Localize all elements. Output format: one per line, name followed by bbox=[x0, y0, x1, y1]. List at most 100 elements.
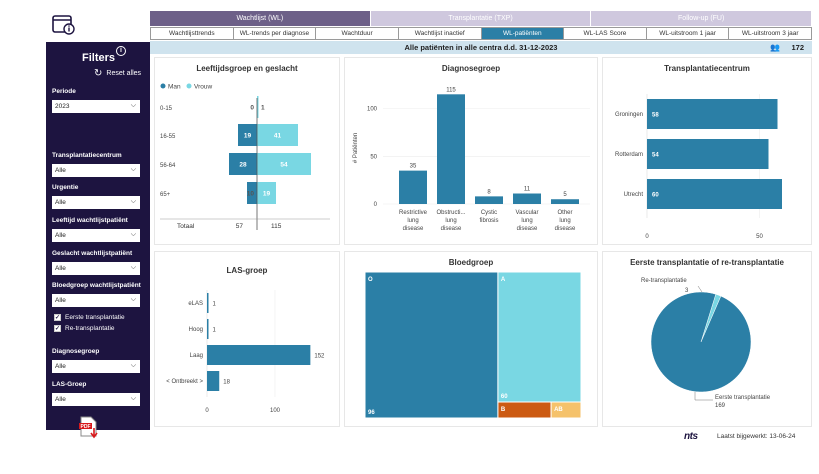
data-label-diagnose: 35 bbox=[410, 164, 417, 170]
age-category-label: 65+ bbox=[160, 192, 171, 198]
x-tick-label: lung bbox=[407, 218, 418, 224]
chart-bloedgroep: O 96 A 60 B AB bbox=[364, 271, 582, 419]
filter-select-leeftijd[interactable]: Alle ⌵ bbox=[52, 229, 140, 242]
bar-las bbox=[207, 345, 311, 365]
bar-las bbox=[207, 371, 220, 391]
y-tick-label: 100 bbox=[367, 107, 378, 113]
x-tick-label: disease bbox=[555, 226, 576, 232]
bar-vrouw bbox=[257, 124, 298, 146]
chart-diagnosegroep: # Patiënten 0 50 100 35 Restrictive lung diseas… bbox=[353, 87, 590, 232]
y-tick-label: < Ontbreekt > bbox=[166, 379, 203, 385]
tab-wl-uitstroom-1-jaar[interactable]: WL-uitstroom 1 jaar bbox=[646, 27, 730, 40]
pie-slice bbox=[650, 291, 752, 393]
tab-wachtlijsttrends[interactable]: Wachtlijsttrends bbox=[150, 27, 234, 40]
x-tick-label: lung bbox=[445, 218, 456, 224]
data-label-las: 18 bbox=[223, 380, 230, 386]
y-tick-label: Hoog bbox=[189, 327, 203, 333]
totals-vrouw: 115 bbox=[271, 223, 282, 230]
reset-all-button[interactable]: ↻ Reset alles bbox=[94, 68, 141, 79]
y-tick-label: 0 bbox=[374, 202, 378, 208]
tab-wl-las-score[interactable]: WL-LAS Score bbox=[564, 27, 647, 40]
tab-group-wachtlijst[interactable]: Wachtlijst (WL) bbox=[150, 11, 371, 26]
data-label-diagnose: 5 bbox=[563, 192, 567, 198]
pie-label-re-transplantatie: Re-transplantatie bbox=[641, 278, 687, 284]
svg-text:PDF: PDF bbox=[81, 424, 91, 430]
treemap-label-a: A bbox=[501, 277, 506, 283]
age-category-label: 16-55 bbox=[160, 134, 176, 140]
data-label-man: 10 bbox=[247, 191, 255, 198]
data-label-man: 28 bbox=[239, 162, 247, 169]
bar-man bbox=[229, 153, 257, 175]
totals-man: 57 bbox=[236, 223, 244, 230]
patient-count: 172 bbox=[791, 43, 804, 52]
calendar-info-icon[interactable] bbox=[52, 14, 76, 36]
filter-select-transplantatiecentrum[interactable]: Alle ⌵ bbox=[52, 164, 140, 177]
panel-las-groep: LAS-groep eLAS 1 Hoog 1 Laag 152 < Ontbreekt >… bbox=[154, 251, 340, 427]
filter-label-geslacht: Geslacht wachtlijstpatiënt bbox=[52, 250, 133, 257]
info-icon[interactable]: i bbox=[116, 46, 126, 56]
filter-select-periode[interactable]: 2023 ⌵ bbox=[52, 100, 140, 113]
x-tick-label: lung bbox=[521, 218, 532, 224]
tab-group-transplantatie[interactable]: Transplantatie (TXP) bbox=[370, 11, 592, 26]
age-category-label: 56-64 bbox=[160, 163, 176, 169]
tab-group-follow-up[interactable]: Follow-up (FU) bbox=[591, 11, 813, 26]
checkbox-re-transplantatie[interactable]: ✓ Re-transplantatie bbox=[54, 325, 115, 332]
bar-man bbox=[238, 124, 257, 146]
treemap-cell-b bbox=[497, 401, 552, 419]
x-tick-label: Obstructi... bbox=[436, 210, 465, 216]
filter-label-urgentie: Urgentie bbox=[52, 184, 79, 191]
chart-title-transplantatie-type: Eerste transplantatie of re-transplantat… bbox=[630, 258, 784, 267]
bar-vrouw bbox=[257, 182, 276, 204]
sub-tabs: Wachtlijsttrends WL-trends per diagnose … bbox=[150, 27, 812, 40]
filter-select-las-groep[interactable]: Alle ⌵ bbox=[52, 393, 140, 406]
x-tick-label: disease bbox=[517, 226, 538, 232]
header-bar: Alle patiënten in alle centra d.d. 31-12… bbox=[150, 41, 812, 54]
tab-wl-trends-per-diagnose[interactable]: WL-trends per diagnose bbox=[233, 27, 317, 40]
pie-value-eerste-transplantatie: 169 bbox=[715, 403, 726, 409]
nts-logo: nts bbox=[684, 431, 698, 442]
legend-marker-vrouw bbox=[186, 83, 192, 89]
tab-wl-uitstroom-3-jaar[interactable]: WL-uitstroom 3 jaar bbox=[729, 27, 812, 40]
chevron-down-icon: ⌵ bbox=[130, 296, 136, 303]
data-label-diagnose: 115 bbox=[446, 87, 456, 93]
pie-leader-line bbox=[697, 285, 703, 293]
bar-man bbox=[247, 182, 257, 204]
chevron-down-icon: ⌵ bbox=[130, 166, 136, 173]
data-label-las: 1 bbox=[213, 302, 217, 308]
bar-diagnose bbox=[513, 193, 541, 204]
y-axis-label: # Patiënten bbox=[353, 133, 359, 163]
checkbox-eerste-transplantatie[interactable]: ✓ Eerste transplantatie bbox=[54, 314, 125, 321]
chevron-down-icon: ⌵ bbox=[130, 264, 136, 271]
chart-title-leeftijd: Leeftijdsgroep en geslacht bbox=[196, 64, 298, 73]
bar-diagnose bbox=[399, 170, 427, 204]
panel-transplantatie-type: Eerste transplantatie of re-transplantat… bbox=[602, 251, 812, 427]
data-label-las: 152 bbox=[314, 354, 325, 360]
data-label-diagnose: 8 bbox=[487, 189, 491, 195]
panel-bloedgroep: Bloedgroep O 96 A 60 B AB bbox=[344, 251, 598, 427]
filter-select-bloedgroep[interactable]: Alle ⌵ bbox=[52, 294, 140, 307]
people-icon: 👥 bbox=[770, 43, 780, 52]
page-title: Alle patiënten in alle centra d.d. 31-12… bbox=[404, 43, 558, 52]
bar-diagnose bbox=[551, 199, 579, 204]
filter-select-diagnosegroep[interactable]: Alle ⌵ bbox=[52, 360, 140, 373]
filter-select-urgentie[interactable]: Alle ⌵ bbox=[52, 196, 140, 209]
tab-wl-patienten[interactable]: WL-patiënten bbox=[481, 27, 565, 40]
data-label-vrouw: 19 bbox=[263, 191, 271, 198]
data-label-vrouw: 1 bbox=[261, 105, 265, 112]
pie-label-eerste-transplantatie: Eerste transplantatie bbox=[715, 395, 771, 401]
x-tick-label: disease bbox=[403, 226, 424, 232]
treemap-value-o: 96 bbox=[368, 410, 375, 416]
chevron-down-icon: ⌵ bbox=[130, 231, 136, 238]
filters-sidebar: Filters i ↻ Reset alles Periode 2023 ⌵ Tr… bbox=[46, 42, 150, 430]
bar-diagnose bbox=[437, 94, 465, 204]
chart-title-las: LAS-groep bbox=[226, 266, 268, 275]
treemap-cell-o bbox=[364, 271, 499, 419]
tab-wachtlijst-inactief[interactable]: Wachtlijst inactief bbox=[398, 27, 482, 40]
data-label-man: 19 bbox=[244, 133, 252, 140]
pdf-download-icon[interactable]: PDF bbox=[78, 416, 100, 440]
treemap-cell-a bbox=[497, 271, 582, 403]
filter-select-geslacht[interactable]: Alle ⌵ bbox=[52, 262, 140, 275]
chevron-down-icon: ⌵ bbox=[130, 362, 136, 369]
treemap-label-o: O bbox=[368, 277, 373, 283]
tab-wachtduur[interactable]: Wachtduur bbox=[316, 27, 399, 40]
